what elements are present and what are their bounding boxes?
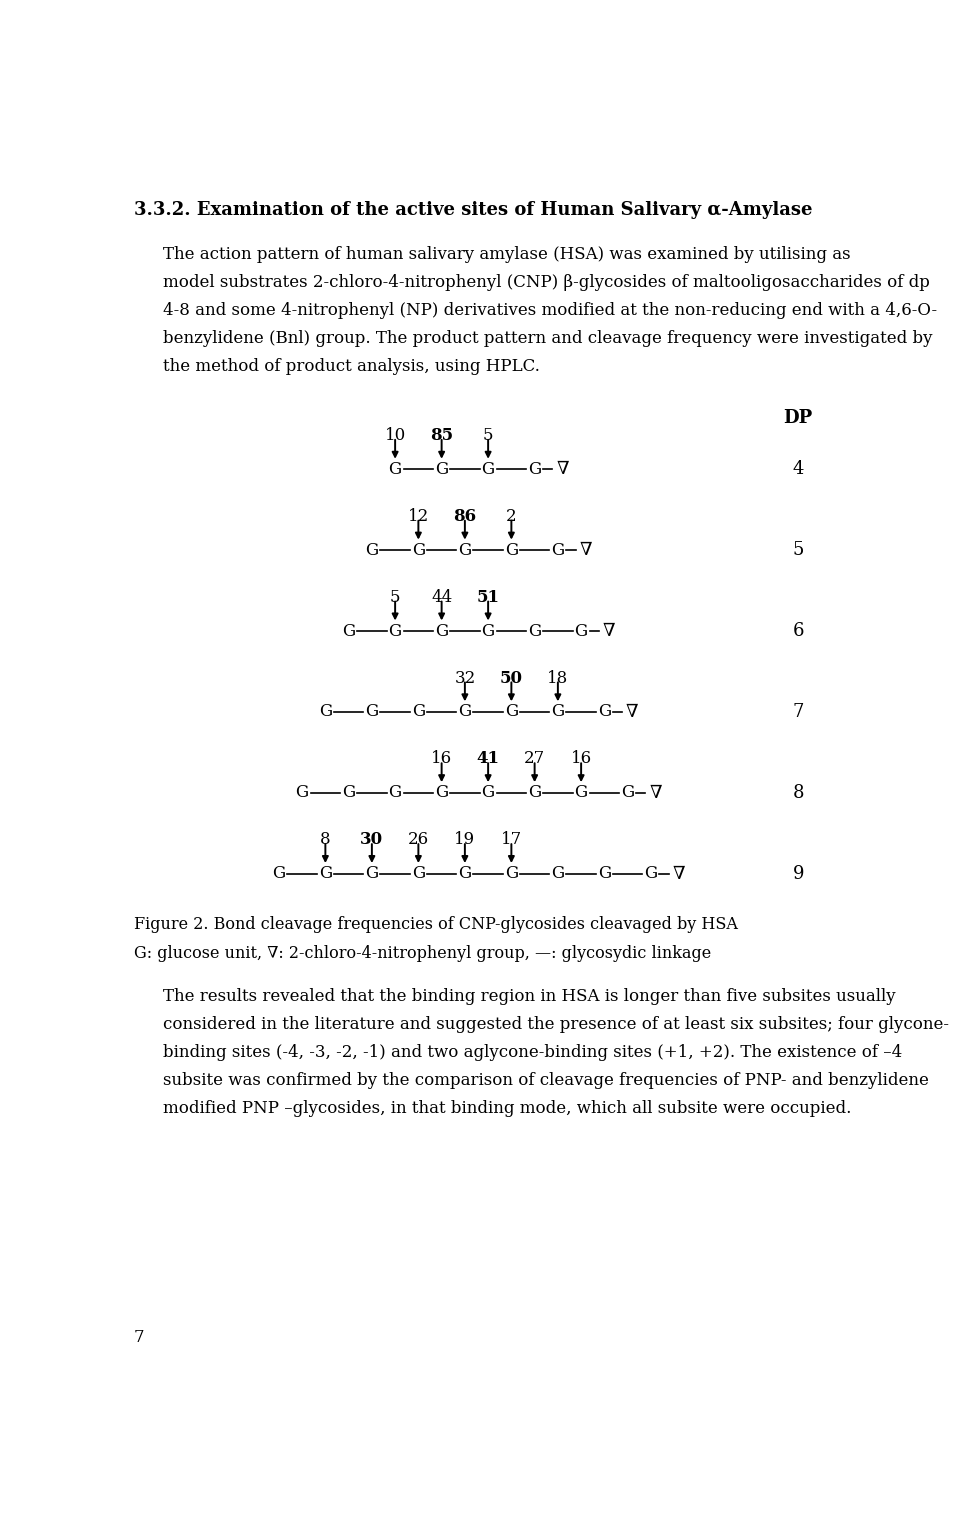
Text: 7: 7 [792,703,804,721]
Text: G: G [366,865,378,882]
Text: 5: 5 [483,426,493,443]
Text: ∇: ∇ [603,623,615,640]
Text: 44: 44 [431,589,452,606]
Text: G: G [435,623,448,640]
Text: G: G [575,623,588,640]
Text: G: G [319,704,332,721]
Text: The results revealed that the binding region in HSA is longer than five subsites: The results revealed that the binding re… [162,988,896,1005]
Text: G: G [342,623,355,640]
Text: G: G [621,784,635,801]
Text: modified PNP –glycosides, in that binding mode, which all subsite were occupied.: modified PNP –glycosides, in that bindin… [162,1100,851,1117]
Text: The action pattern of human salivary amylase (HSA) was examined by utilising as: The action pattern of human salivary amy… [162,245,851,262]
Text: G: G [482,623,494,640]
Text: ∇: ∇ [672,865,685,882]
Text: G: G [575,784,588,801]
Text: G: G [458,542,471,558]
Text: 3.3.2. Examination of the active sites of Human Salivary α-Amylase: 3.3.2. Examination of the active sites o… [134,201,812,219]
Text: ∇: ∇ [649,784,661,802]
Text: 50: 50 [500,669,523,687]
Text: G: G [505,704,518,721]
Text: G: G [598,704,611,721]
Text: G: G [458,704,471,721]
Text: the method of product analysis, using HPLC.: the method of product analysis, using HP… [162,357,540,376]
Text: G: G [482,460,494,479]
Text: G: G [412,865,425,882]
Text: 26: 26 [408,831,429,848]
Text: Figure 2. Bond cleavage frequencies of CNP-glycosides cleavaged by HSA: Figure 2. Bond cleavage frequencies of C… [134,916,738,933]
Text: 16: 16 [431,750,452,767]
Text: considered in the literature and suggested the presence of at least six subsites: considered in the literature and suggest… [162,1016,948,1032]
Text: benzylidene (Bnl) group. The product pattern and cleavage frequency were investi: benzylidene (Bnl) group. The product pat… [162,330,932,347]
Text: G: G [389,460,401,479]
Text: binding sites (-4, -3, -2, -1) and two aglycone-binding sites (+1, +2). The exis: binding sites (-4, -3, -2, -1) and two a… [162,1043,901,1062]
Text: 51: 51 [476,589,499,606]
Text: subsite was confirmed by the comparison of cleavage frequencies of PNP- and benz: subsite was confirmed by the comparison … [162,1072,928,1089]
Text: G: G [366,542,378,558]
Text: 86: 86 [453,508,476,525]
Text: 17: 17 [501,831,522,848]
Text: 2: 2 [506,508,516,525]
Text: ∇: ∇ [626,703,638,721]
Text: 6: 6 [792,623,804,640]
Text: 85: 85 [430,426,453,443]
Text: G: G [644,865,658,882]
Text: G: G [505,542,518,558]
Text: G: G [342,784,355,801]
Text: G: G [435,784,448,801]
Text: G: G [528,460,541,479]
Text: 8: 8 [320,831,330,848]
Text: G: glucose unit, ∇: 2-chloro-4-nitrophenyl group, —: glycosydic linkage: G: glucose unit, ∇: 2-chloro-4-nitrophen… [134,945,711,962]
Text: G: G [551,865,564,882]
Text: G: G [528,623,541,640]
Text: G: G [482,784,494,801]
Text: G: G [412,704,425,721]
Text: G: G [551,542,564,558]
Text: 8: 8 [792,784,804,802]
Text: model substrates 2-chloro-4-nitrophenyl (CNP) β-glycosides of maltooligosacchari: model substrates 2-chloro-4-nitrophenyl … [162,273,929,291]
Text: 9: 9 [792,865,804,882]
Text: 16: 16 [570,750,591,767]
Text: G: G [598,865,611,882]
Text: 30: 30 [360,831,383,848]
Text: G: G [273,865,285,882]
Text: 18: 18 [547,669,568,687]
Text: 5: 5 [390,589,400,606]
Text: 41: 41 [476,750,499,767]
Text: G: G [319,865,332,882]
Text: 4-8 and some 4-nitrophenyl (NP) derivatives modified at the non-reducing end wit: 4-8 and some 4-nitrophenyl (NP) derivati… [162,302,937,319]
Text: 12: 12 [408,508,429,525]
Text: G: G [366,704,378,721]
Text: ∇: ∇ [580,542,592,560]
Text: G: G [551,704,564,721]
Text: ∇: ∇ [556,460,569,479]
Text: G: G [389,784,401,801]
Text: 7: 7 [134,1328,145,1345]
Text: G: G [505,865,518,882]
Text: G: G [528,784,541,801]
Text: G: G [412,542,425,558]
Text: 27: 27 [524,750,545,767]
Text: 4: 4 [792,460,804,479]
Text: 19: 19 [454,831,475,848]
Text: 32: 32 [454,669,475,687]
Text: G: G [389,623,401,640]
Text: G: G [458,865,471,882]
Text: G: G [296,784,309,801]
Text: 5: 5 [792,542,804,560]
Text: 10: 10 [385,426,406,443]
Text: G: G [435,460,448,479]
Text: DP: DP [783,410,813,428]
